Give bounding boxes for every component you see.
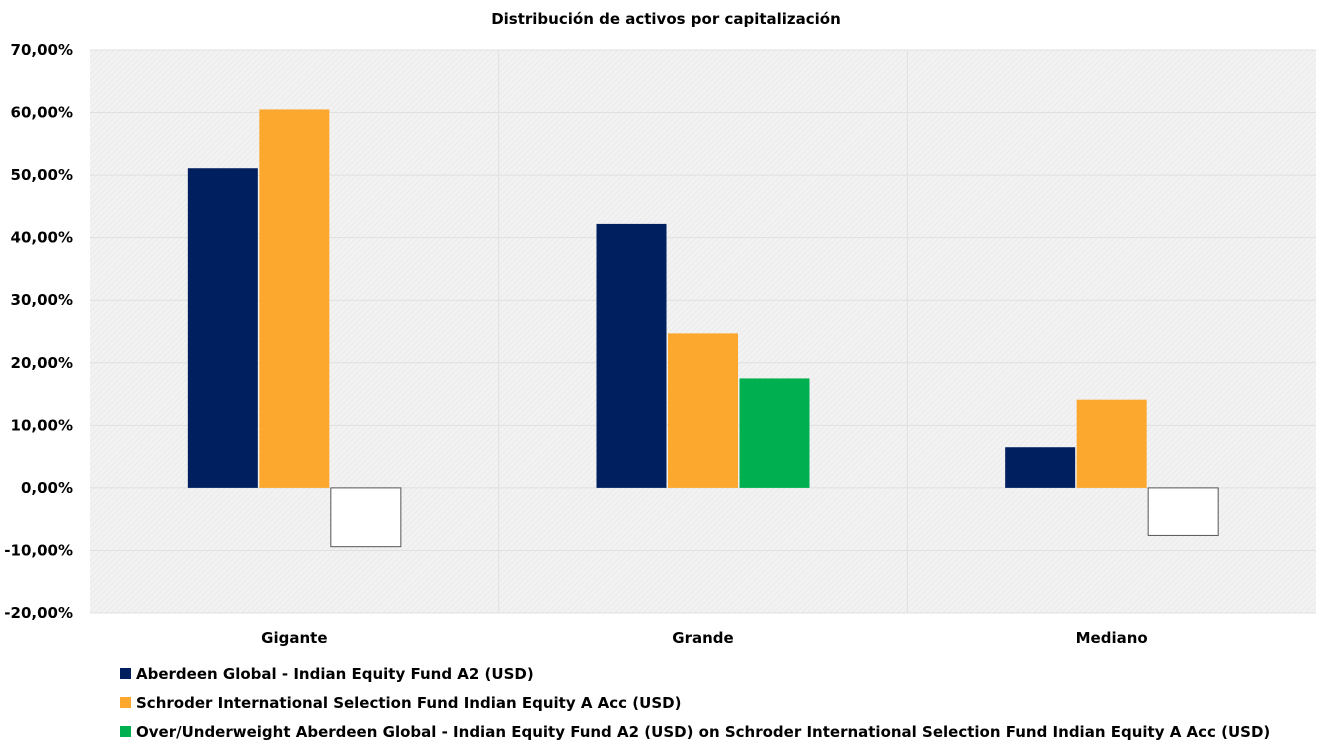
legend: Aberdeen Global - Indian Equity Fund A2 … [120,659,1270,746]
y-tick-label: 20,00% [11,354,73,372]
bar-grande-series-1 [596,223,667,488]
bar-gigante-series-3 [330,487,402,548]
bar-mediano-series-2 [1076,399,1147,488]
bar-grande-series-2 [668,333,738,488]
bar-gigante-series-1 [187,168,258,488]
legend-swatch [120,726,131,737]
x-tick-label: Mediano [1076,629,1148,647]
y-tick-label: 0,00% [21,479,73,497]
bar-chart: 70,00% 60,00% 50,00% 40,00% 30,00% 20,00% 10,0… [4,41,1316,647]
y-tick-label: 70,00% [11,41,73,59]
y-tick-label: -20,00% [4,604,73,622]
y-tick-label: 50,00% [11,166,73,184]
y-tick-label: 30,00% [11,291,73,309]
bar-mediano-series-1 [1005,447,1076,488]
chart-title: Distribución de activos por capitalizaci… [491,10,841,28]
legend-swatch [120,697,131,708]
legend-swatch [120,668,131,679]
legend-label: Schroder International Selection Fund In… [136,693,682,712]
y-tick-label: -10,00% [4,541,73,559]
bar-gigante-series-2 [259,109,330,488]
x-tick-label: Grande [672,629,733,647]
y-tick-label: 10,00% [11,416,73,434]
legend-item: Aberdeen Global - Indian Equity Fund A2 … [120,659,1270,688]
legend-label: Over/Underweight Aberdeen Global - India… [136,722,1271,741]
legend-item: Schroder International Selection Fund In… [120,688,1270,717]
bar-grande-series-3 [739,378,810,488]
bar-mediano-series-3 [1147,487,1219,536]
y-tick-label: 40,00% [11,229,73,247]
legend-item: Over/Underweight Aberdeen Global - India… [120,717,1270,746]
legend-label: Aberdeen Global - Indian Equity Fund A2 … [136,664,534,683]
y-tick-label: 60,00% [11,104,73,122]
x-tick-label: Gigante [261,629,327,647]
